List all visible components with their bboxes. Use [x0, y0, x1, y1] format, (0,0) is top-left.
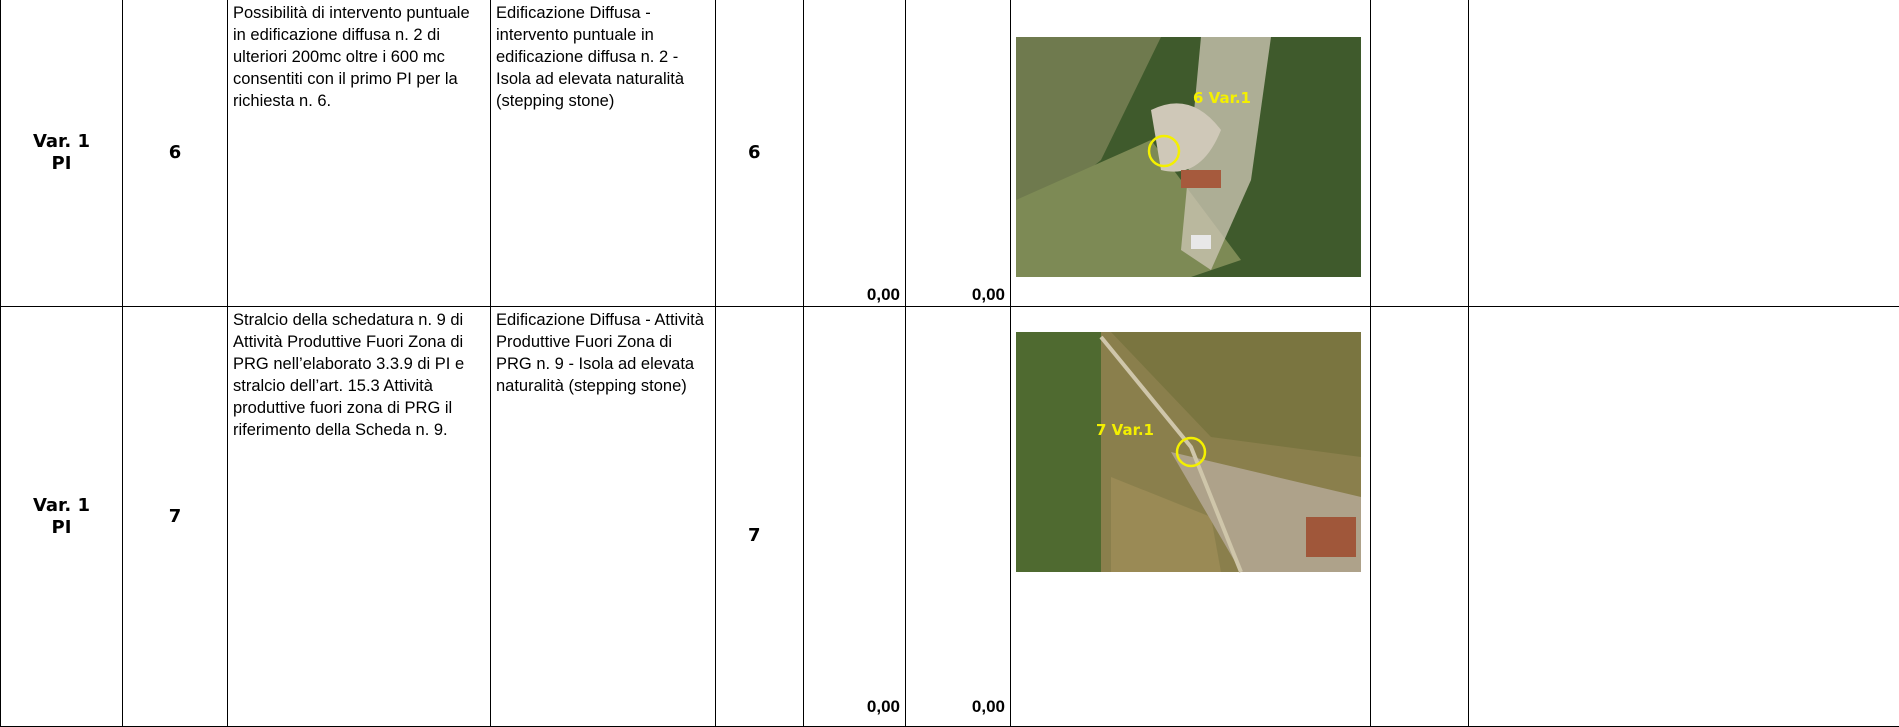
- cell: Var. 1 PI: [1, 0, 123, 307]
- image-cell: 6 Var.1: [1011, 0, 1371, 307]
- cell: [1469, 0, 1899, 307]
- aerial-photo: 7 Var.1: [1011, 307, 1371, 607]
- image-cell: 7 Var.1: [1011, 307, 1371, 727]
- cell: Possibilità di intervento puntuale in ed…: [228, 0, 491, 307]
- cell: 0,00: [804, 0, 906, 307]
- cell: [1469, 307, 1899, 727]
- cell: 0,00: [906, 0, 1011, 307]
- aerial-photo: 6 Var.1: [1011, 0, 1371, 300]
- cell: Stralcio della schedatura n. 9 di Attivi…: [228, 307, 491, 727]
- map-label: 6 Var.1: [1193, 89, 1251, 107]
- cell: 7: [123, 307, 228, 727]
- cell: [1371, 307, 1469, 727]
- cell: 0,00: [804, 307, 906, 727]
- cell: [1371, 0, 1469, 307]
- cell: Var. 1 PI: [1, 307, 123, 727]
- cell: Edificazione Diffusa - Attività Produtti…: [491, 307, 716, 727]
- row: Var. 1 PI 7 Stralcio della schedatura n.…: [1, 307, 1899, 727]
- cell: 0,00: [906, 307, 1011, 727]
- row: Var. 1 PI 6 Possibilità di intervento pu…: [1, 0, 1899, 307]
- cell: 7: [716, 307, 804, 727]
- map-label: 7 Var.1: [1096, 421, 1154, 439]
- cell: 6: [716, 0, 804, 307]
- cell: 6: [123, 0, 228, 307]
- cell: Edificazione Diffusa - intervento puntua…: [491, 0, 716, 307]
